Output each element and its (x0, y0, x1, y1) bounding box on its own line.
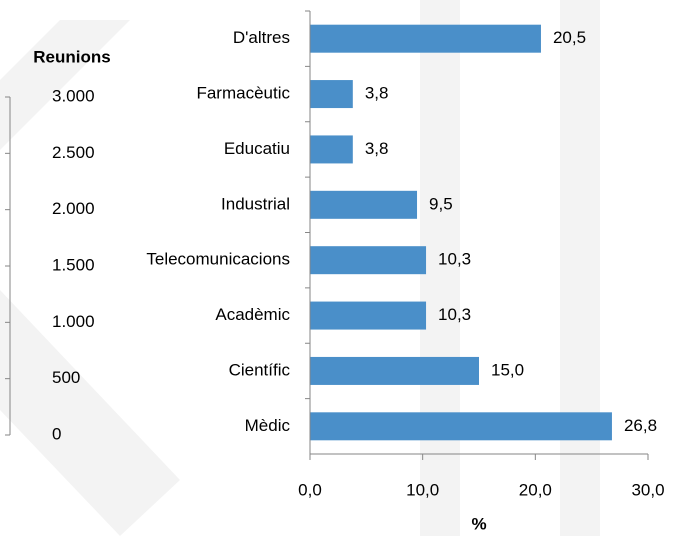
x-tick-label: 10,0 (406, 480, 439, 499)
bar (310, 80, 353, 109)
y-tick-label: 1.500 (52, 255, 95, 274)
bar (310, 190, 418, 219)
value-label: 9,5 (429, 194, 453, 213)
y-tick-label: Industrial (221, 194, 290, 213)
bar (310, 246, 427, 275)
y-tick-label: Acadèmic (215, 305, 290, 324)
y-tick-label: Telecomunicacions (146, 250, 290, 269)
y-tick-label: 3.000 (52, 86, 95, 105)
y-tick-label: Educatiu (224, 139, 290, 158)
x-tick-label: 30,0 (631, 480, 664, 499)
y-tick-label: 1.000 (52, 312, 95, 331)
bar (310, 24, 541, 53)
value-label: 15,0 (491, 360, 524, 379)
bar (310, 356, 479, 385)
bar (310, 135, 353, 164)
value-label: 3,8 (365, 84, 389, 103)
x-tick-label: 0,0 (298, 480, 322, 499)
y-tick-label: 0 (52, 424, 61, 443)
bar (310, 412, 612, 441)
x-tick-label: 20,0 (519, 480, 552, 499)
y-tick-label: 2.000 (52, 199, 95, 218)
value-label: 10,3 (438, 305, 471, 324)
y-tick-label: Farmacèutic (196, 84, 290, 103)
watermark (0, 0, 600, 536)
value-label: 10,3 (438, 250, 471, 269)
value-label: 20,5 (553, 28, 586, 47)
y-tick-label: D'altres (233, 28, 290, 47)
x-axis-label: % (471, 514, 486, 533)
y-tick-label: 500 (52, 368, 80, 387)
bar (310, 301, 427, 330)
value-label: 3,8 (365, 139, 389, 158)
y-axis-label: Reunions (33, 47, 110, 66)
value-label: 26,8 (624, 416, 657, 435)
y-tick-label: 2.500 (52, 143, 95, 162)
y-tick-label: Mèdic (245, 416, 291, 435)
y-tick-label: Científic (229, 360, 291, 379)
